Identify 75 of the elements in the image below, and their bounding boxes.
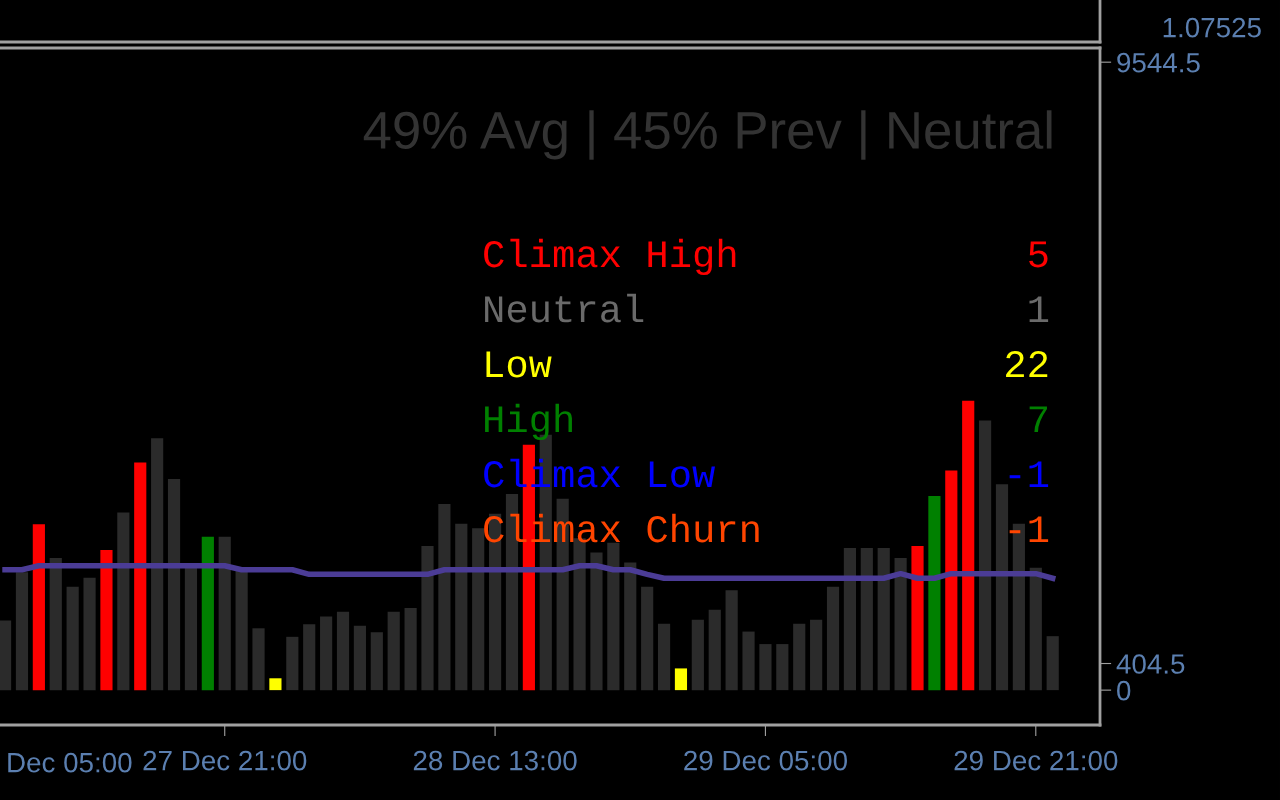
- bar: [590, 552, 603, 691]
- y-tick-label: 404.5: [1116, 654, 1185, 674]
- bar: [252, 628, 265, 691]
- annotation: -1: [1009, 516, 1049, 543]
- bar: [151, 438, 164, 691]
- x-tick-label: 27 Dec 21:00: [143, 750, 307, 771]
- annotation: 1: [1029, 296, 1049, 323]
- x-tick-label: 29 Dec 21:00: [954, 750, 1118, 771]
- bar: [725, 590, 738, 691]
- bar: [860, 548, 873, 691]
- bar: [370, 632, 383, 691]
- bar: [742, 631, 755, 691]
- bar: [404, 607, 417, 691]
- bar: [641, 586, 654, 691]
- bar: [776, 644, 789, 691]
- bar: [320, 616, 333, 691]
- bar: [979, 420, 992, 691]
- x-tick-label: 29 Dec 05:00: [684, 750, 847, 771]
- bar: [810, 619, 823, 691]
- bar: [945, 470, 958, 691]
- annotation: Low: [486, 351, 552, 378]
- annotation: -1: [1009, 461, 1049, 488]
- annotation: 22: [1006, 351, 1048, 378]
- bar: [759, 644, 772, 691]
- bar: [0, 620, 12, 691]
- x-tick-label: 28 Dec 13:00: [413, 750, 577, 771]
- bar: [674, 668, 688, 691]
- annotation: 5: [1029, 241, 1048, 268]
- bar: [657, 623, 671, 691]
- bar: [843, 548, 857, 691]
- bar: [962, 400, 975, 691]
- bar: [624, 562, 637, 691]
- bar: [1046, 636, 1059, 691]
- annotation: Neutral: [485, 293, 644, 323]
- annotation: Climax High: [484, 238, 736, 276]
- text: 1.07525: [1163, 17, 1261, 38]
- bar: [928, 496, 941, 691]
- bar: [32, 524, 45, 691]
- bar: [15, 572, 29, 691]
- bar: [167, 478, 181, 691]
- bar: [235, 570, 248, 691]
- bar: [100, 549, 113, 691]
- bar: [877, 548, 890, 691]
- bar: [421, 546, 434, 691]
- bar: [66, 586, 79, 691]
- bar: [708, 609, 721, 691]
- bar: [691, 619, 704, 691]
- bar: [134, 462, 147, 691]
- bar: [911, 546, 924, 691]
- bar: [83, 577, 96, 691]
- annotation: 7: [1029, 406, 1047, 433]
- bar: [793, 623, 806, 691]
- bar: [894, 557, 907, 691]
- bar: [117, 512, 130, 691]
- bar: [336, 611, 350, 691]
- bar: [607, 542, 620, 691]
- bar: [184, 567, 198, 691]
- bar: [218, 536, 231, 691]
- bar: [353, 625, 366, 691]
- bar: [438, 503, 451, 691]
- bar: [455, 523, 468, 691]
- annotation: High: [485, 403, 572, 441]
- y-tick-label: 0: [1117, 680, 1131, 701]
- bar: [387, 611, 400, 691]
- bar: [286, 636, 299, 691]
- bar: [1029, 567, 1042, 691]
- bar: [49, 557, 62, 691]
- bar: [303, 624, 316, 691]
- bar: [826, 586, 840, 691]
- bar: [472, 528, 485, 691]
- bar: [995, 484, 1009, 691]
- y-tick-label: 9544.5: [1117, 52, 1200, 73]
- bar: [269, 678, 282, 691]
- text: Dec 05:00: [8, 752, 132, 773]
- bar: [201, 536, 214, 691]
